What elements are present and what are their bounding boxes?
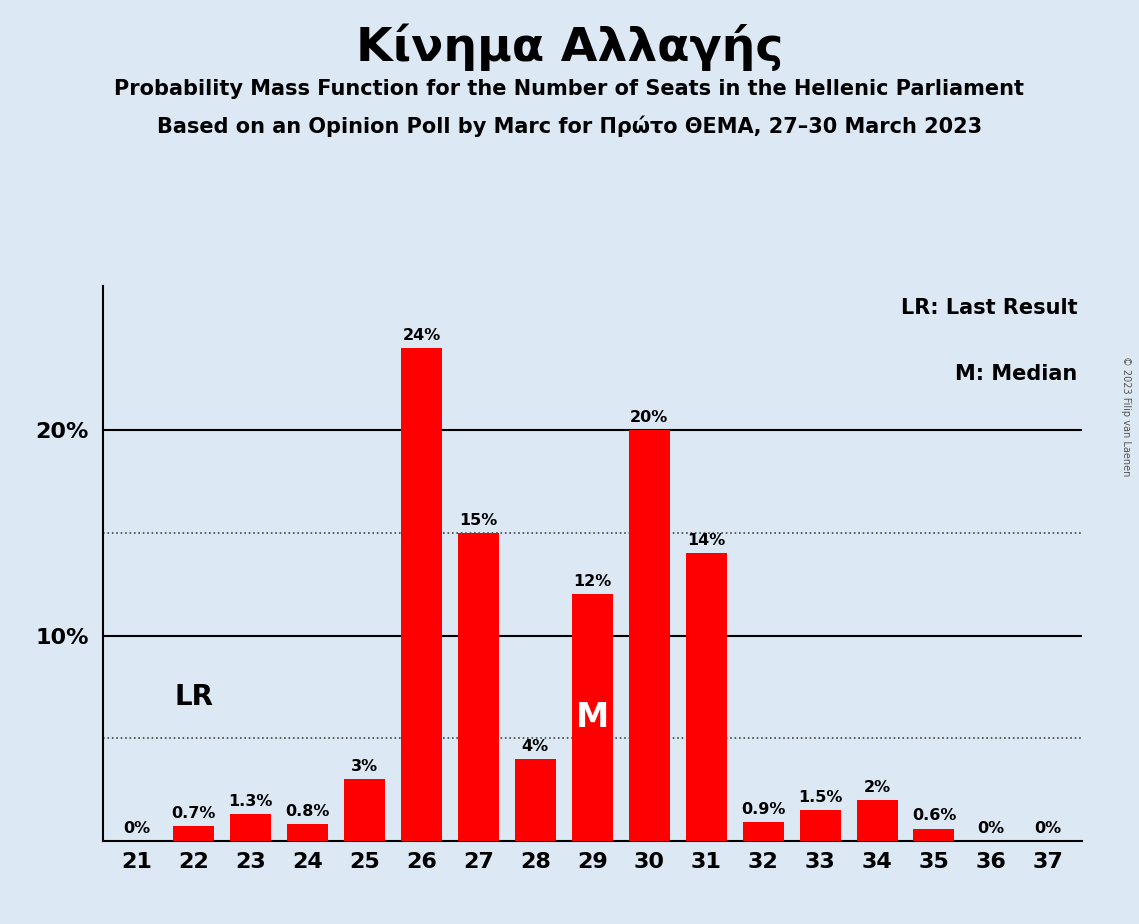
Bar [515, 759, 556, 841]
Text: 0.8%: 0.8% [286, 804, 329, 820]
Bar [800, 810, 841, 841]
Bar [344, 779, 385, 841]
Bar [572, 594, 613, 841]
Bar [230, 814, 271, 841]
Text: Probability Mass Function for the Number of Seats in the Hellenic Parliament: Probability Mass Function for the Number… [115, 79, 1024, 99]
Text: 4%: 4% [522, 738, 549, 754]
Text: 2%: 2% [863, 780, 891, 795]
Bar [401, 348, 442, 841]
Text: LR: Last Result: LR: Last Result [901, 298, 1077, 318]
Text: 12%: 12% [573, 575, 612, 590]
Text: 0%: 0% [977, 821, 1005, 835]
Text: Based on an Opinion Poll by Marc for Πρώτο ΘΕΜΑ, 27–30 March 2023: Based on an Opinion Poll by Marc for Πρώ… [157, 116, 982, 137]
Text: M: M [575, 701, 609, 735]
Text: 1.3%: 1.3% [229, 794, 272, 809]
Bar [686, 553, 727, 841]
Text: 15%: 15% [459, 513, 498, 528]
Text: Κίνημα Αλλαγής: Κίνημα Αλλαγής [355, 23, 784, 70]
Text: 20%: 20% [630, 410, 669, 425]
Text: 3%: 3% [351, 760, 378, 774]
Text: LR: LR [174, 683, 213, 711]
Bar [458, 533, 499, 841]
Bar [173, 826, 214, 841]
Text: 1.5%: 1.5% [798, 790, 842, 805]
Text: 0%: 0% [1034, 821, 1062, 835]
Text: 0.6%: 0.6% [912, 808, 956, 823]
Text: 24%: 24% [402, 328, 441, 343]
Bar [743, 822, 784, 841]
Text: 0.7%: 0.7% [172, 807, 215, 821]
Bar [857, 800, 898, 841]
Text: 14%: 14% [687, 533, 726, 548]
Bar [629, 431, 670, 841]
Text: M: Median: M: Median [954, 364, 1077, 384]
Text: © 2023 Filip van Laenen: © 2023 Filip van Laenen [1121, 356, 1131, 476]
Bar [913, 829, 954, 841]
Bar [287, 824, 328, 841]
Text: 0.9%: 0.9% [741, 802, 785, 817]
Text: 0%: 0% [123, 821, 150, 835]
